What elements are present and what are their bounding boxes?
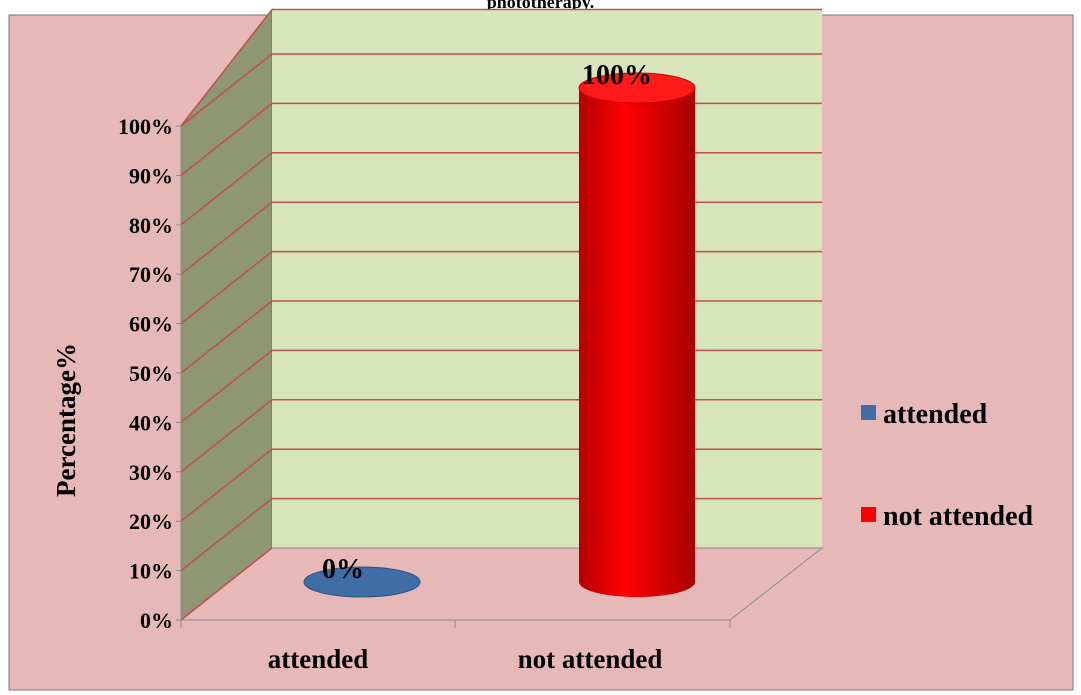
gridline-side (180, 201, 273, 275)
legend-label: not attended (883, 501, 1034, 532)
gridline-side (180, 498, 273, 572)
gridline-side (180, 349, 273, 423)
gridline-side (180, 251, 273, 325)
y-tick-label: 70% (129, 262, 173, 287)
y-tick-label: 30% (129, 460, 173, 485)
y-tick-label: 60% (129, 312, 173, 337)
gridline-side (180, 53, 273, 127)
legend-swatch (861, 405, 876, 420)
bar-top (578, 72, 696, 104)
gridline-side (180, 399, 273, 473)
data-label: 0% (322, 554, 364, 585)
bar (579, 88, 695, 597)
legend-swatch (861, 507, 876, 522)
y-tick-label: 80% (129, 213, 173, 238)
y-tick-label: 90% (129, 163, 173, 188)
gridline-side (180, 152, 273, 226)
data-label: 100% (582, 60, 652, 91)
back-wall (272, 9, 822, 549)
y-tick-label: 20% (129, 509, 173, 534)
y-tick-label: 10% (129, 559, 173, 584)
gridline-side (180, 102, 273, 176)
y-tick-label: 50% (129, 361, 173, 386)
y-axis-title: Percentage% (51, 343, 81, 497)
gridline-side (180, 448, 273, 522)
gridline-side (180, 547, 273, 621)
y-tick-label: 40% (129, 410, 173, 435)
bar (303, 566, 421, 598)
gridline-side (180, 9, 273, 127)
legend-label: attended (883, 399, 988, 430)
y-tick-label: 0% (140, 608, 173, 633)
y-tick-label: 100% (118, 114, 173, 139)
x-tick-label: not attended (518, 644, 663, 674)
x-tick-label: attended (268, 644, 369, 674)
floor (179, 547, 824, 621)
gridline-side (180, 300, 273, 374)
